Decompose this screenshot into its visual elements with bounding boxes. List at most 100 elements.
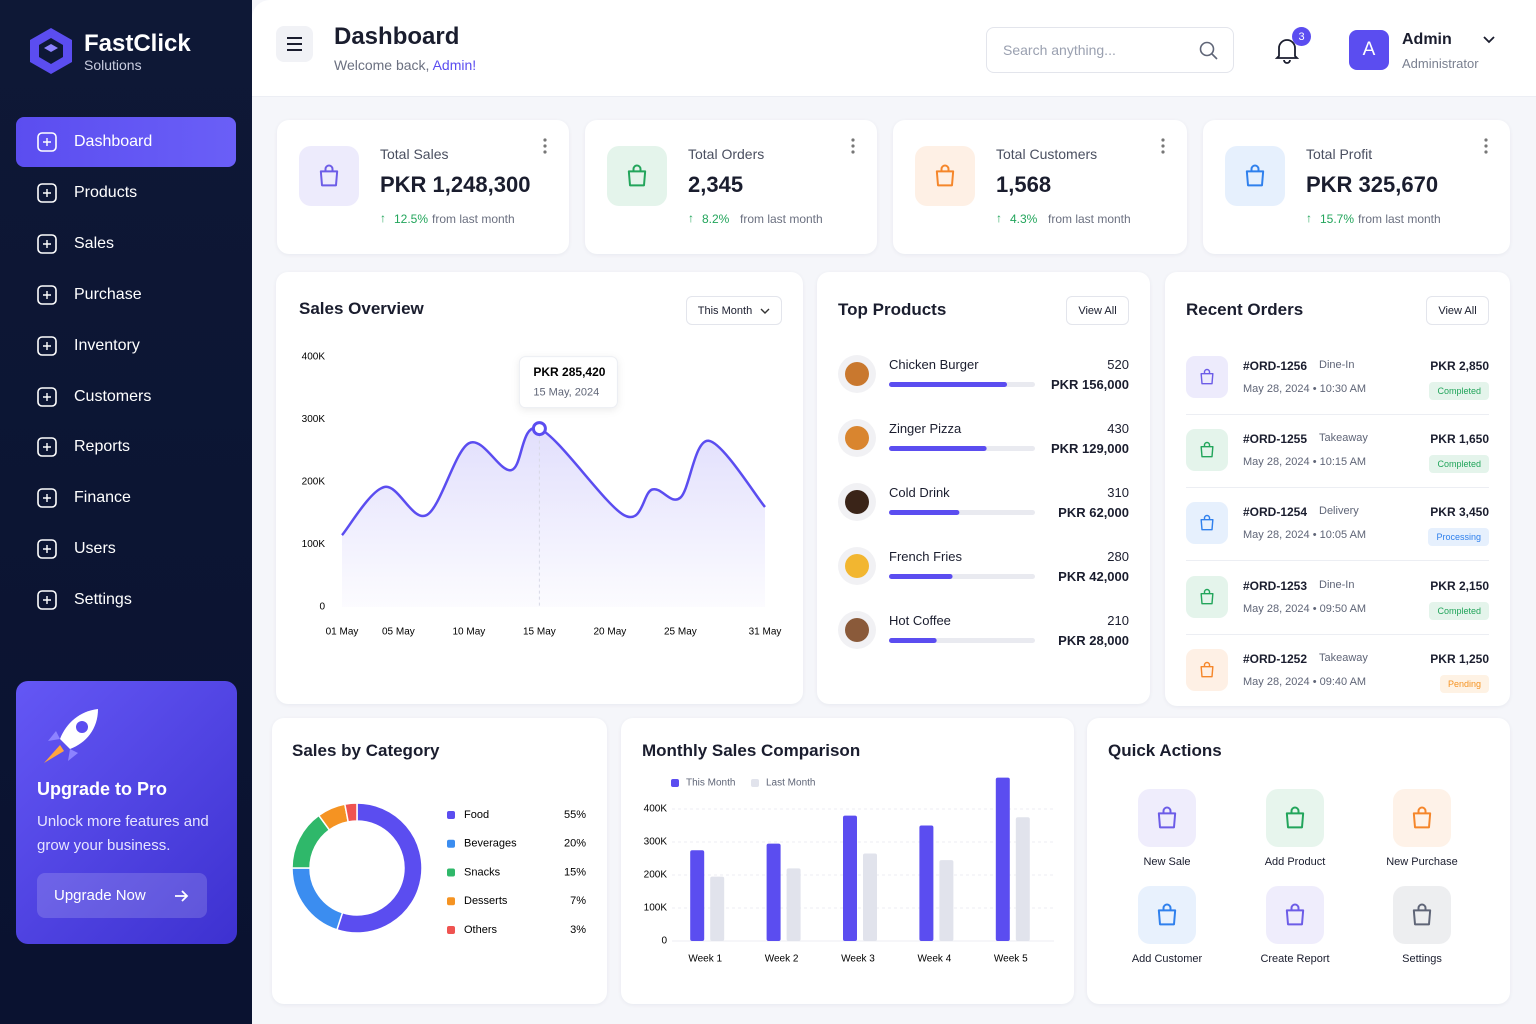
stat-card: Total Profit PKR 325,670 ↑ 15.7% from last m…: [1203, 120, 1510, 254]
nav-icon: [36, 284, 58, 306]
nav-item[interactable]: Reports: [16, 422, 236, 472]
nav-glyph: [37, 386, 57, 407]
chevron: [760, 308, 770, 314]
icon: [623, 162, 651, 190]
status-pill: Completed: [1429, 601, 1489, 620]
nav-item[interactable]: Products: [16, 168, 236, 218]
product-glyph: [845, 554, 869, 578]
button-label: This Month: [697, 304, 753, 317]
chevron-icon[interactable]: [1482, 34, 1496, 46]
icon: [1197, 513, 1217, 533]
icon: [1408, 804, 1436, 832]
panel-title: Sales Overview: [299, 299, 424, 318]
nav-item[interactable]: Dashboard: [16, 117, 236, 167]
search-box[interactable]: Search anything...: [986, 27, 1234, 73]
nav-icon: [36, 538, 58, 560]
more-menu[interactable]: [851, 138, 855, 154]
button[interactable]: View All: [1426, 296, 1489, 325]
nav-icon: [36, 386, 58, 408]
button[interactable]: This Month: [686, 296, 782, 325]
product-image: [838, 483, 876, 521]
status-label: Completed: [1437, 605, 1481, 616]
order-amount: PKR 3,450: [1430, 505, 1489, 520]
product-revenue: PKR 156,000: [1050, 377, 1129, 392]
stat-change: 8.2%: [702, 212, 730, 226]
stat-label: Total Customers: [996, 146, 1098, 162]
nav-icon: [36, 589, 58, 611]
bell-icon[interactable]: [1274, 36, 1300, 64]
action-button[interactable]: [1393, 886, 1451, 944]
product-image: [838, 547, 876, 585]
icon-glyph: [1157, 806, 1177, 829]
status-label: Pending: [1447, 678, 1481, 689]
order-type: Dine-In: [1319, 578, 1355, 591]
nav-glyph: [37, 233, 57, 254]
icon: [1281, 804, 1309, 832]
icon-glyph: [1157, 903, 1177, 926]
sales-overview-card: [276, 272, 803, 704]
nav-icon: [36, 131, 58, 153]
icon: [315, 162, 343, 190]
product-image: [838, 611, 876, 649]
order-id: #ORD-1255: [1243, 432, 1308, 447]
stat-icon-box: [299, 146, 359, 206]
more-menu[interactable]: [1161, 138, 1165, 154]
action-button[interactable]: [1266, 789, 1324, 847]
dots: [1484, 138, 1488, 154]
nav-item[interactable]: Purchase: [16, 270, 236, 320]
product-qty: 280: [1107, 549, 1129, 564]
button-label: View All: [1078, 304, 1117, 317]
status-label: Completed: [1437, 459, 1481, 470]
stat-arrow: ↑: [1306, 211, 1312, 225]
product-qty: 310: [1107, 485, 1129, 500]
nav-glyph: [37, 590, 57, 610]
action-button[interactable]: [1266, 886, 1324, 944]
icon-glyph: [1412, 806, 1432, 829]
more-menu[interactable]: [543, 138, 547, 154]
action-label: Settings: [1402, 953, 1442, 965]
product-name: Zinger Pizza: [889, 421, 962, 436]
action-button[interactable]: [1138, 886, 1196, 944]
nav-label: Finance: [74, 489, 131, 507]
upgrade-title: Upgrade to Pro: [37, 779, 168, 799]
tagline: Solutions: [84, 57, 142, 73]
icon-glyph: [1285, 903, 1305, 926]
order-icon-box: [1186, 648, 1228, 691]
product-revenue: PKR 42,000: [1058, 569, 1129, 584]
dots: [851, 138, 855, 154]
button[interactable]: View All: [1066, 296, 1129, 325]
nav-item[interactable]: Sales: [16, 219, 236, 269]
action-button[interactable]: [1393, 789, 1451, 847]
stat-icon-box: [607, 146, 667, 206]
nav-item[interactable]: Settings: [16, 575, 236, 625]
action-label: Add Product: [1264, 856, 1326, 868]
more-menu[interactable]: [1484, 138, 1488, 154]
product-qty: 430: [1107, 421, 1129, 436]
nav-icon: [36, 182, 58, 204]
action-label: Add Customer: [1131, 953, 1203, 965]
avatar[interactable]: A: [1349, 30, 1389, 70]
separator: [1186, 487, 1489, 489]
welcome-user[interactable]: Admin!: [432, 57, 477, 73]
nav-item[interactable]: Users: [16, 524, 236, 574]
stat-value: 2,345: [688, 172, 744, 197]
menu-button[interactable]: [276, 26, 313, 62]
nav-item[interactable]: Inventory: [16, 321, 236, 371]
arrow-icon: [175, 890, 189, 902]
upgrade-card: Upgrade to Pro Unlock more features and …: [16, 681, 237, 944]
nav-item[interactable]: Customers: [16, 372, 236, 422]
action-label: Create Report: [1260, 953, 1330, 965]
nav-label: Customers: [74, 387, 152, 405]
action-button[interactable]: [1138, 789, 1196, 847]
order-amount: PKR 1,250: [1430, 651, 1489, 666]
icon-glyph: [1200, 661, 1214, 678]
rocket: [44, 709, 98, 763]
nav-item[interactable]: Finance: [16, 473, 236, 523]
upgrade-button[interactable]: Upgrade Now: [37, 873, 207, 918]
order-time: May 28, 2024 • 10:05 AM: [1243, 529, 1367, 542]
icon-glyph: [1200, 515, 1214, 531]
stat-change: 12.5%: [394, 212, 429, 226]
welcome-text: Welcome back,: [334, 57, 430, 73]
search-icon: [1199, 41, 1218, 60]
